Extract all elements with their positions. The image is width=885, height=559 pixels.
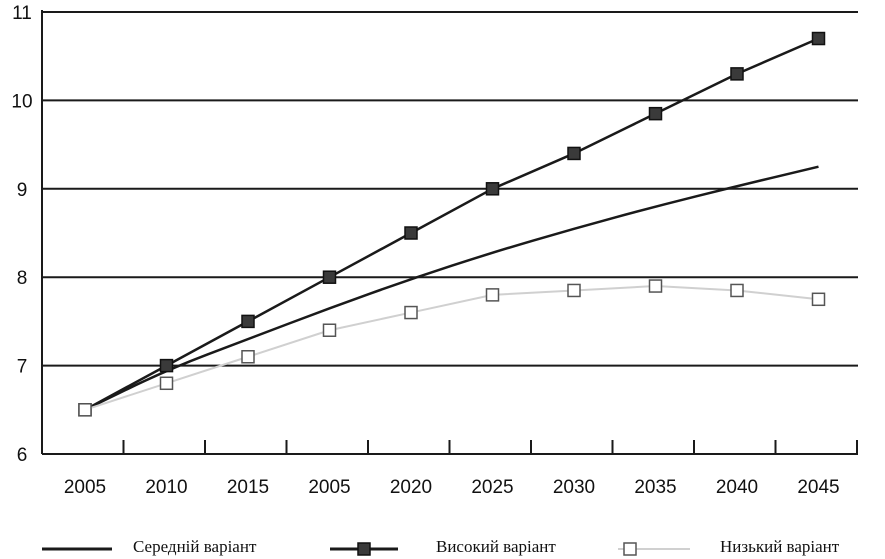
legend-item-1: Середній варіант: [42, 537, 257, 556]
y-tick-label: 6: [17, 445, 28, 466]
data-point: [404, 226, 418, 240]
x-tick-label: 2045: [797, 477, 839, 498]
data-point: [730, 283, 744, 298]
series-3: [78, 279, 826, 417]
x-tick-label: 2010: [145, 477, 187, 498]
series-line: [84, 37, 819, 411]
y-tick-label: 9: [17, 180, 28, 201]
data-point: [404, 305, 418, 320]
series-1: [84, 165, 819, 411]
data-point: [241, 350, 255, 364]
data-point: [811, 292, 826, 307]
data-point: [485, 288, 500, 302]
data-point: [322, 270, 337, 284]
series-line: [84, 165, 819, 411]
y-tick-label: 8: [17, 268, 28, 289]
series-2: [78, 31, 826, 417]
axes: [41, 10, 858, 455]
x-tick-labels: 2005 2010 2015 2005 2020 2025 2030 2035 2040 2045: [64, 477, 840, 498]
data-point: [567, 283, 581, 298]
y-tick-labels: 6 7 8 9 10 11: [11, 3, 32, 466]
data-point: [78, 403, 92, 417]
legend-swatch-marker: [623, 542, 637, 556]
legend-label: Високий варіант: [436, 537, 556, 556]
y-tick-label: 11: [12, 3, 32, 24]
legend-item-3: Низький варіант: [618, 537, 840, 556]
x-tick-label: 2025: [471, 477, 513, 498]
data-point: [648, 106, 663, 121]
data-point: [241, 314, 255, 329]
series-line: [84, 285, 819, 411]
data-point: [730, 67, 744, 81]
data-point: [159, 358, 174, 373]
y-tick-label: 10: [11, 91, 32, 112]
legend: Середній варіант Високий варіант Низький в…: [42, 537, 840, 556]
series-group: [78, 31, 826, 417]
legend-label: Низький варіант: [720, 537, 840, 556]
x-tick-label: 2030: [553, 477, 595, 498]
x-tick-label: 2015: [227, 477, 269, 498]
legend-label: Середній варіант: [133, 537, 257, 556]
data-point: [648, 279, 663, 293]
legend-swatch-marker: [357, 542, 371, 556]
x-tick-label: 2005: [308, 477, 350, 498]
x-tick-label: 2035: [634, 477, 676, 498]
y-tick-label: 7: [17, 357, 28, 378]
data-point: [485, 182, 500, 196]
data-point: [567, 146, 581, 161]
data-point: [322, 323, 337, 337]
gridlines: [42, 11, 858, 367]
x-tick-label: 2020: [390, 477, 432, 498]
x-tick-label: 2040: [716, 477, 758, 498]
data-point: [159, 376, 174, 391]
x-tick-label: 2005: [64, 477, 106, 498]
legend-item-2: Високий варіант: [330, 537, 556, 556]
data-point: [811, 31, 826, 46]
